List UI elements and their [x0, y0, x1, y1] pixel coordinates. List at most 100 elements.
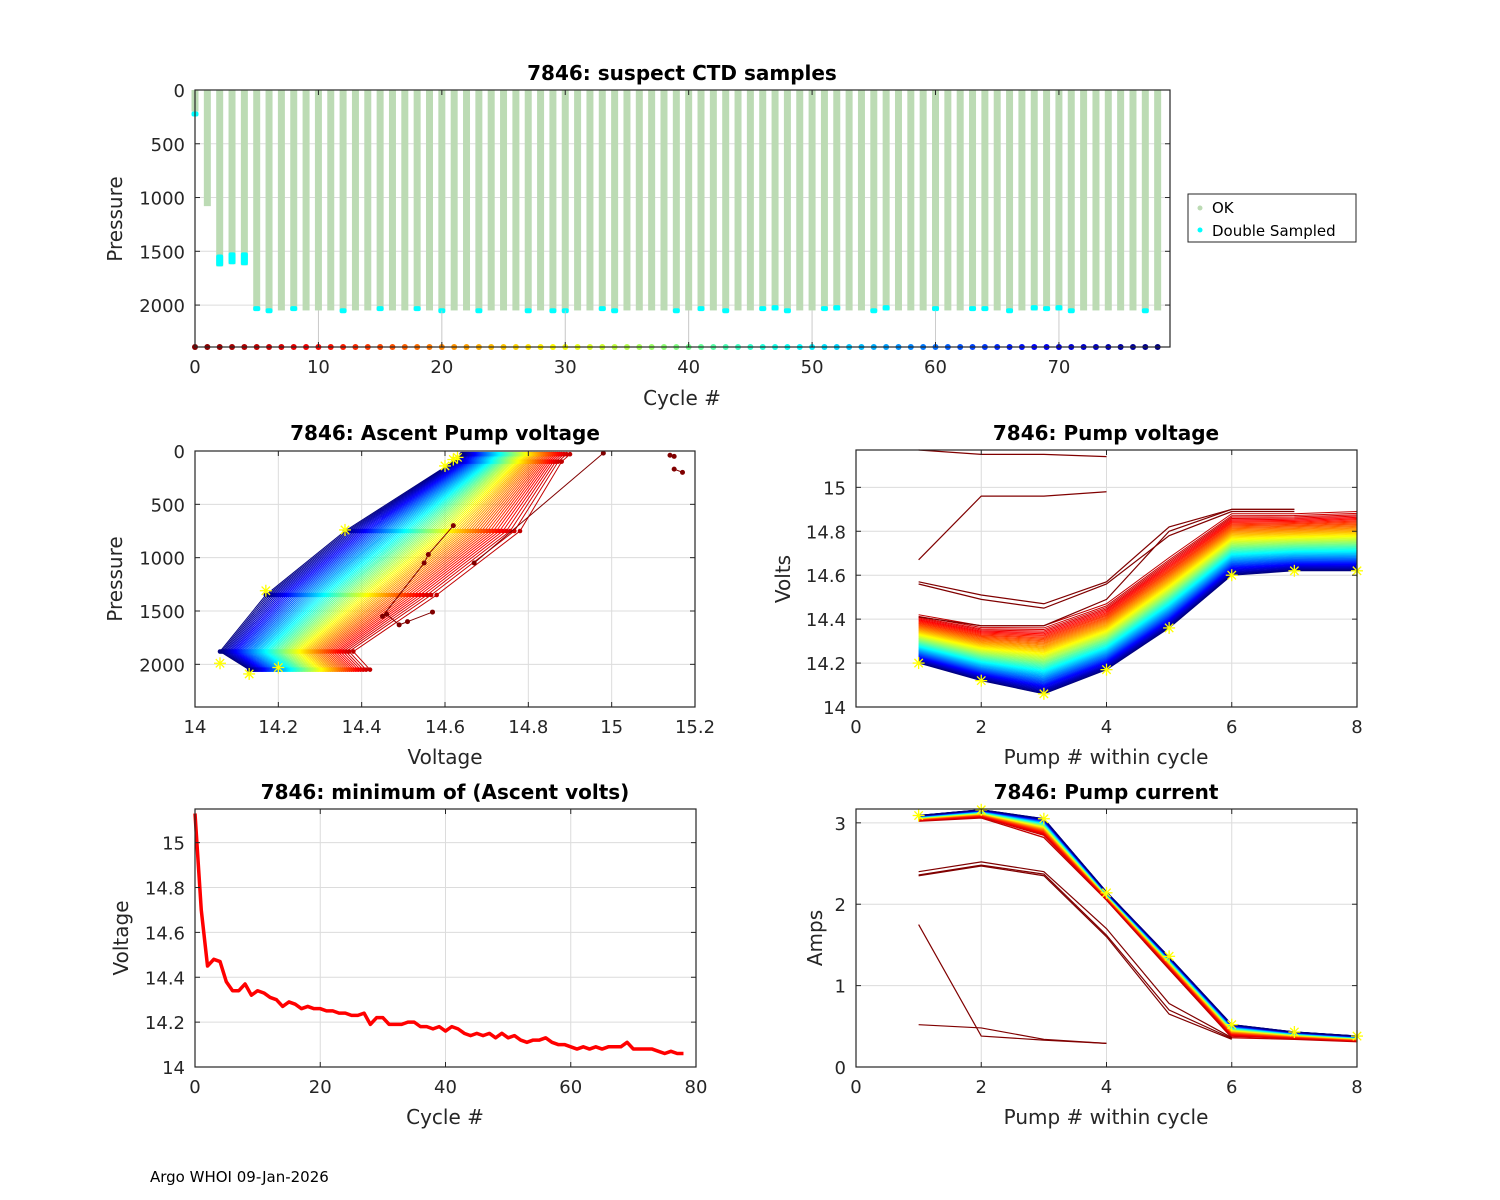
cycle-voltage-line [918, 560, 1358, 683]
legend-ok-label: OK [1212, 199, 1235, 217]
ok-samples-bar [1006, 90, 1014, 311]
cycle-voltage-line [918, 519, 1358, 636]
cycle-voltage-line [918, 548, 1358, 670]
x-tick-label: 8 [1351, 1077, 1362, 1098]
panel-pump-current: 7846: Pump current Pump # within cycle A… [803, 780, 1363, 1129]
y-tick-label: 15 [162, 834, 185, 855]
cycle-voltage-line [918, 564, 1358, 688]
cycle-voltage-line [918, 544, 1358, 665]
star-marker [259, 584, 272, 597]
early-cycle-line [918, 861, 1233, 1039]
star-marker [1225, 1018, 1238, 1031]
star-marker [1288, 1026, 1301, 1039]
star-marker [439, 459, 451, 472]
star-marker [272, 661, 285, 674]
y-tick-label: 2 [835, 895, 846, 916]
cycle-voltage-line [918, 525, 1358, 644]
footer-credit: Argo WHOI 09-Jan-2026 [150, 1168, 329, 1186]
cycle-voltage-line [918, 551, 1358, 673]
star-marker [912, 809, 925, 822]
panel-suspect-ctd: 7846: suspect CTD samples Cycle # Pressu… [103, 61, 1357, 410]
cycle-current-line [918, 809, 1358, 1037]
double-sampled-marker [216, 254, 224, 267]
y-tick-label: 1 [835, 977, 846, 998]
star-marker [1163, 950, 1176, 963]
plot-data [214, 450, 685, 680]
ok-samples-bar [907, 90, 915, 311]
y-tick-label: 14.2 [806, 654, 846, 675]
ok-samples-bar [820, 90, 828, 311]
early-cycle-point [450, 523, 456, 529]
early-cycle-point [421, 560, 427, 566]
cycle-voltage-line [918, 524, 1358, 643]
ok-samples-bar [487, 90, 495, 311]
ok-samples-bar [253, 90, 261, 311]
x-tick-label: 0 [850, 1077, 861, 1098]
sample-point [367, 667, 373, 672]
ok-samples-bar [1080, 90, 1088, 311]
ok-samples-bar [574, 90, 582, 311]
double-sampled-marker [672, 308, 680, 314]
cycle-voltage-line [918, 539, 1358, 659]
star-marker [1100, 663, 1113, 676]
x-tick-label: 10 [307, 357, 330, 378]
x-tick-label: 70 [1047, 357, 1070, 378]
ok-samples-bar [771, 90, 779, 311]
star-marker [339, 523, 351, 536]
double-sampled-marker [290, 306, 298, 312]
cycle-voltage-line [918, 567, 1358, 691]
cycle-voltage-line [918, 557, 1358, 680]
ok-samples-bar [833, 90, 841, 311]
star-marker [1163, 621, 1176, 634]
ok-samples-bar [894, 90, 902, 311]
y-tick-label: 1000 [139, 549, 185, 570]
y-tick-label: 14 [823, 698, 846, 719]
cycle-voltage-line [918, 566, 1358, 690]
plot-data [912, 449, 1363, 700]
cycle-voltage-line [918, 565, 1358, 689]
ok-samples-bar [660, 90, 668, 311]
x-axis-label: Voltage [407, 745, 482, 769]
cycle-voltage-line [918, 569, 1358, 694]
star-marker [214, 657, 226, 670]
cycle-voltage-line [918, 531, 1358, 650]
ok-samples-bar [561, 90, 569, 311]
double-sampled-marker [932, 306, 940, 312]
star-marker [1037, 812, 1050, 825]
cycle-voltage-line [918, 556, 1358, 679]
double-sampled-marker [598, 306, 606, 312]
cycle-current-line [918, 809, 1358, 1037]
y-tick-label: 14.6 [806, 566, 846, 587]
chart-title: 7846: Pump voltage [993, 421, 1219, 445]
ok-samples-bar [882, 90, 890, 311]
early-cycle-line [918, 449, 1107, 458]
x-tick-label: 40 [677, 357, 700, 378]
x-tick-label: 80 [685, 1077, 708, 1098]
ok-samples-bar [203, 90, 211, 207]
ok-samples-bar [969, 90, 977, 311]
x-tick-label: 8 [1351, 717, 1362, 738]
cycle-voltage-line [918, 543, 1358, 665]
y-tick-label: 15 [823, 478, 846, 499]
y-tick-label: 14.8 [806, 522, 846, 543]
early-cycle-point [405, 619, 410, 625]
sample-point [517, 528, 523, 534]
cycle-voltage-line [918, 554, 1358, 676]
cycle-voltage-line [918, 549, 1358, 670]
ok-samples-bar [623, 90, 631, 311]
early-cycle-point [680, 469, 685, 475]
double-sampled-marker [549, 308, 557, 314]
sample-point [500, 528, 506, 534]
double-sampled-marker [1030, 305, 1038, 311]
cycle-voltage-line [918, 517, 1358, 635]
cycle-voltage-line [918, 561, 1358, 684]
y-tick-label: 500 [151, 135, 185, 156]
cycle-voltage-line [918, 532, 1358, 652]
ok-samples-bar [870, 90, 878, 311]
double-sampled-marker [759, 306, 767, 312]
cycle-voltage-line [918, 536, 1358, 657]
grid [195, 809, 696, 1067]
axes-box [855, 808, 1358, 1068]
axes-box [194, 808, 697, 1068]
y-tick-label: 0 [174, 81, 185, 102]
